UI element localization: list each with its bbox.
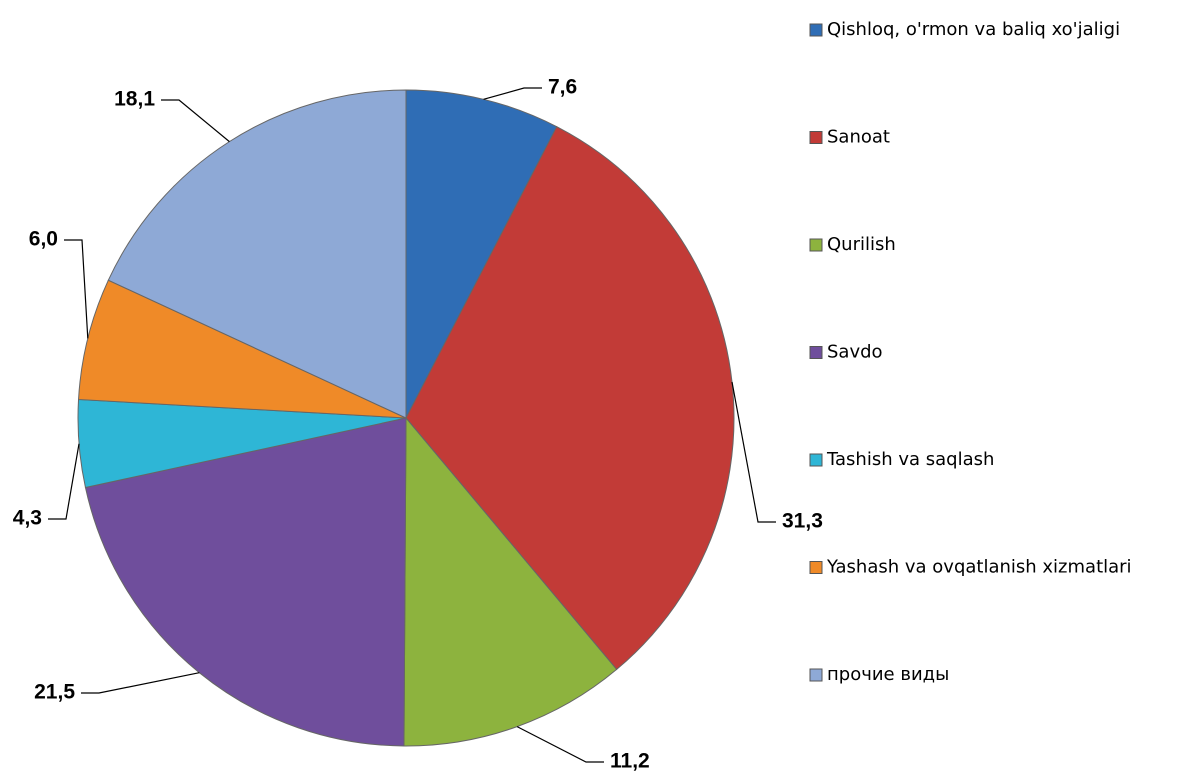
legend-label: Sanoat [827, 127, 890, 148]
value-label: 21,5 [34, 681, 75, 704]
value-label: 7,6 [548, 76, 577, 99]
leader-line [483, 87, 542, 100]
value-label: 6,0 [29, 228, 58, 251]
legend-label: прочие виды [827, 664, 949, 685]
legend-swatch [809, 23, 823, 37]
legend-label: Qurilish [827, 234, 896, 255]
leader-line [516, 726, 604, 763]
value-label: 18,1 [114, 88, 155, 111]
pie-slice [405, 126, 735, 671]
pie-slice [405, 89, 558, 419]
legend-swatch [809, 346, 823, 359]
legend-swatch [809, 668, 823, 682]
legend-swatch [809, 453, 823, 467]
value-label: 31,3 [782, 510, 823, 533]
value-label: 4,3 [13, 507, 42, 530]
legend-label: Yashash va ovqatlanish xizmatlari [826, 557, 1132, 578]
pie-slice [107, 89, 407, 419]
leader-line [64, 239, 89, 339]
value-label: 11,2 [610, 750, 650, 773]
legend-label: Tashish va saqlash [826, 449, 994, 470]
legend-label: Qishloq, o'rmon va baliq xo'jaligi [827, 19, 1120, 40]
pie-slice [77, 279, 407, 419]
leader-line [48, 443, 80, 520]
legend-swatch [809, 561, 823, 574]
legend-swatch [809, 131, 823, 144]
legend-label: Savdo [827, 342, 883, 363]
leader-line [731, 381, 776, 523]
legend-swatch [809, 238, 823, 252]
leader-line [161, 99, 230, 143]
leader-line [81, 672, 200, 694]
